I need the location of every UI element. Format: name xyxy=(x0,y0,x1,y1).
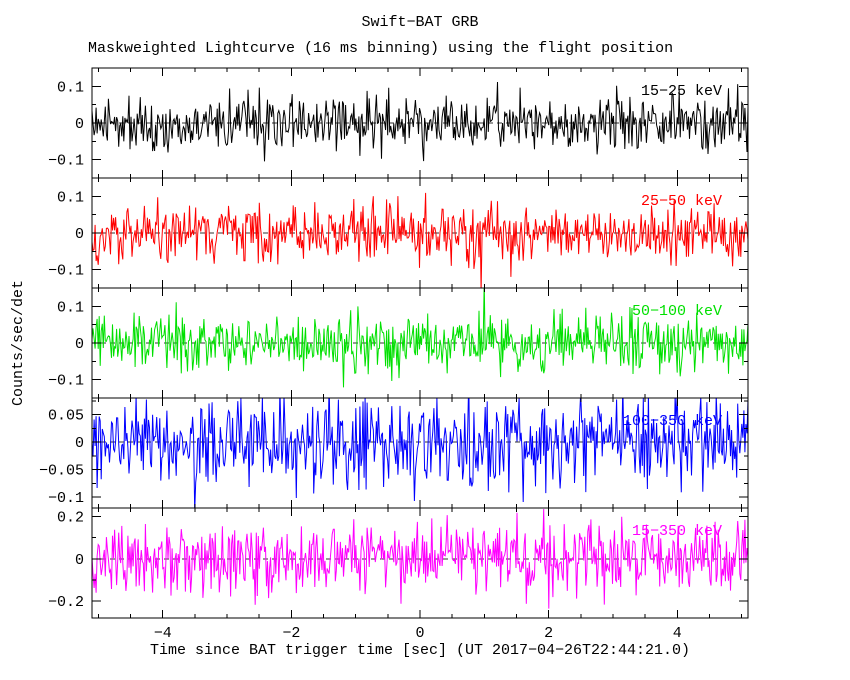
series-line-1 xyxy=(92,192,748,288)
y-tick-label: 0.1 xyxy=(57,79,84,96)
y-tick-label: 0 xyxy=(75,552,84,569)
y-tick-label: 0.2 xyxy=(57,509,84,526)
x-tick-label: 2 xyxy=(544,625,553,642)
x-tick-label: 4 xyxy=(673,625,682,642)
band-label: 50−100 keV xyxy=(632,303,722,320)
band-label: 25−50 keV xyxy=(641,193,722,210)
y-tick-label: −0.05 xyxy=(39,463,84,480)
series-line-3 xyxy=(92,398,748,508)
y-tick-label: −0.1 xyxy=(48,373,84,390)
series-line-2 xyxy=(92,288,748,388)
series-line-0 xyxy=(92,81,748,162)
series-line-4 xyxy=(92,508,748,609)
band-label: 15−25 keV xyxy=(641,83,722,100)
x-axis-label: Time since BAT trigger time [sec] (UT 20… xyxy=(150,642,690,659)
y-tick-label: −0.1 xyxy=(48,263,84,280)
y-tick-label: 0.1 xyxy=(57,189,84,206)
x-tick-label: −4 xyxy=(154,625,172,642)
y-tick-label: 0 xyxy=(75,226,84,243)
chart-title: Swift−BAT GRB xyxy=(361,14,478,31)
y-tick-label: 0 xyxy=(75,116,84,133)
chart-subtitle: Maskweighted Lightcurve (16 ms binning) … xyxy=(88,40,673,57)
y-tick-label: −0.1 xyxy=(48,490,84,507)
y-tick-label: −0.1 xyxy=(48,153,84,170)
y-tick-label: 0.1 xyxy=(57,299,84,316)
band-label: 100−350 keV xyxy=(623,413,722,430)
y-tick-label: 0.05 xyxy=(48,408,84,425)
panel-frame-4 xyxy=(91,507,749,619)
y-axis-label: Counts/sec/det xyxy=(10,280,27,406)
x-tick-label: 0 xyxy=(415,625,424,642)
chart-layer: 0.1 0 −0.1 15−25 keV 0.1 0 −0.1 25−50 keV 0.1 0 −0… xyxy=(39,67,749,642)
y-tick-label: 0 xyxy=(75,435,84,452)
y-tick-label: 0 xyxy=(75,336,84,353)
x-tick-label: −2 xyxy=(282,625,300,642)
band-label: 15−350 keV xyxy=(632,523,722,540)
y-tick-label: −0.2 xyxy=(48,594,84,611)
